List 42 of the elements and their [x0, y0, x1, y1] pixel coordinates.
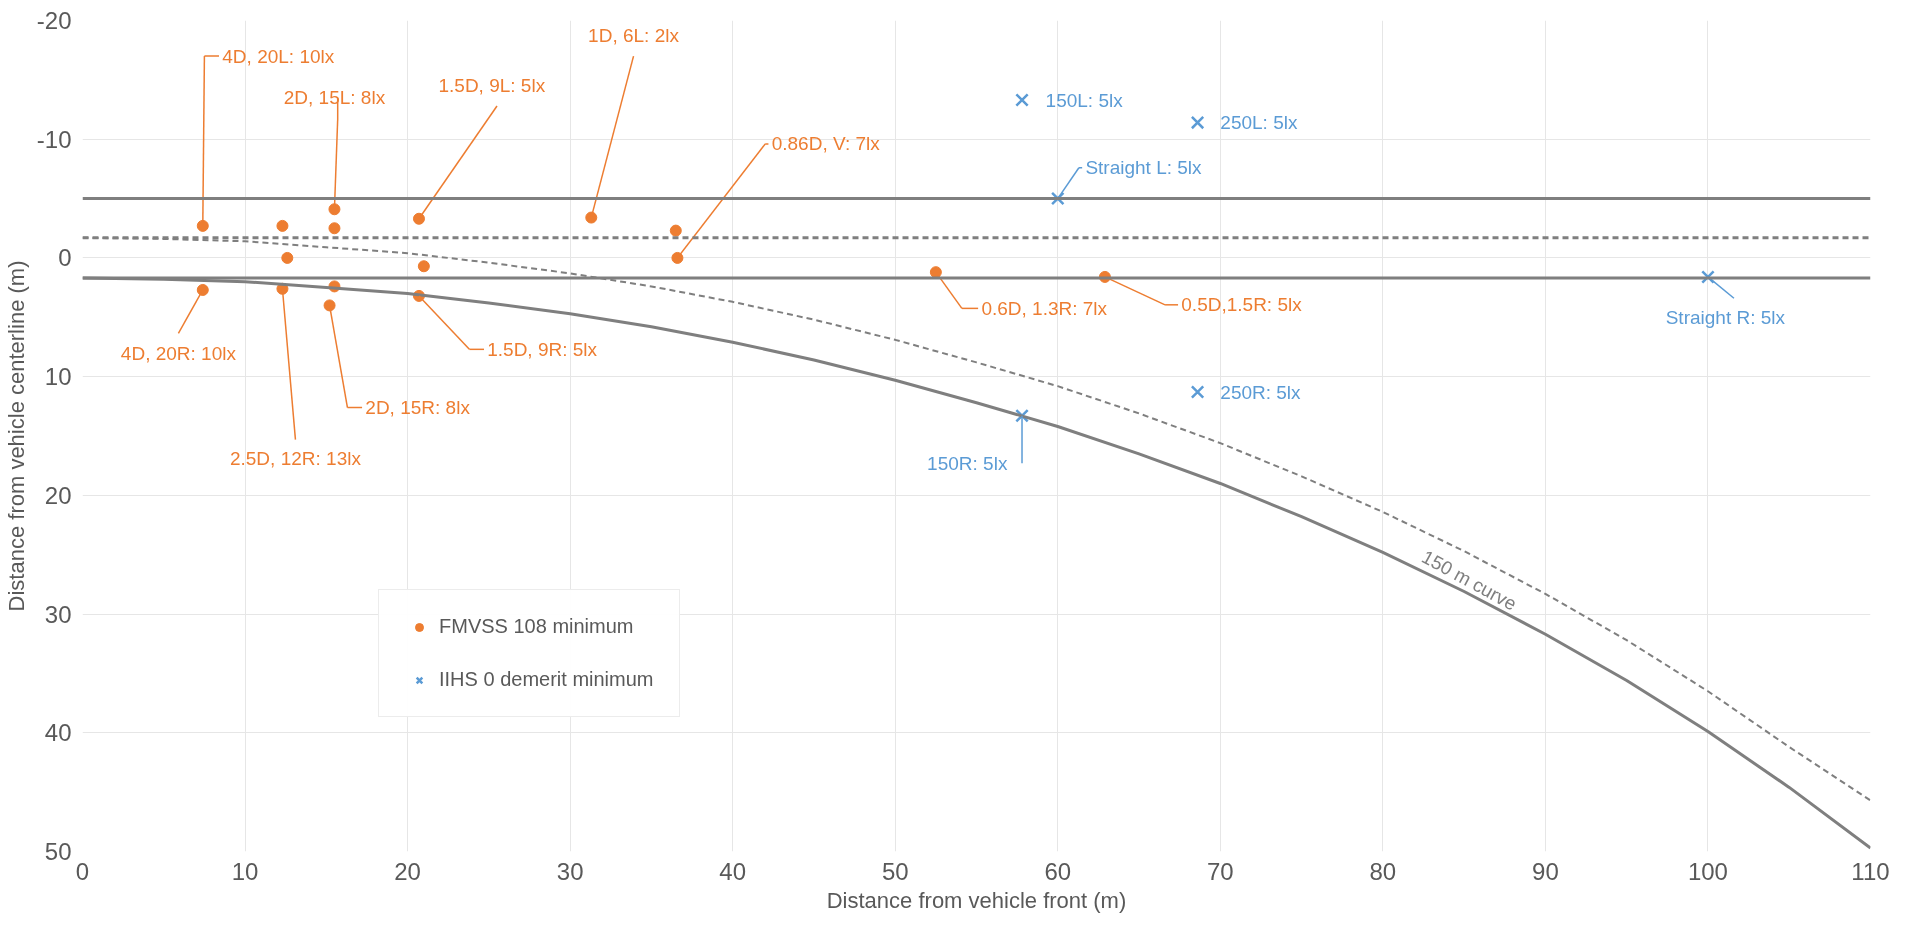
- x-tick-label: 100: [1687, 857, 1728, 885]
- annotation: 2.5D, 12R: 13lx: [229, 448, 362, 470]
- annotation: Straight R: 5lx: [1665, 306, 1786, 328]
- x-tick-label: 10: [231, 857, 259, 885]
- y-tick-label: 30: [44, 600, 72, 628]
- annotation: 1.5D, 9R: 5lx: [487, 338, 598, 360]
- annotation: 0.86D, V: 7lx: [771, 133, 881, 155]
- annotation: 4D, 20R: 10lx: [120, 342, 237, 364]
- annotation: 2D, 15L: 8lx: [283, 87, 386, 109]
- y-tick-label: 50: [44, 838, 72, 865]
- y-tick-label: 10: [44, 363, 72, 391]
- annotation: Straight L: 5lx: [1085, 157, 1203, 179]
- x-tick-label: 80: [1369, 857, 1397, 885]
- legend-label: FMVSS 108 minimum: [439, 615, 634, 638]
- y-tick-label: 40: [44, 719, 72, 747]
- annotation: 250R: 5lx: [1220, 381, 1302, 403]
- y-tick-label: 0: [58, 244, 72, 272]
- annotation: 1.5D, 9L: 5lx: [438, 75, 546, 97]
- x-tick-label: 40: [719, 857, 747, 885]
- x-tick-label: 0: [75, 857, 90, 885]
- y-tick-label: -20: [36, 7, 72, 34]
- x-tick-label: 50: [881, 857, 909, 885]
- x-tick-label: 90: [1532, 857, 1559, 885]
- y-tick-label: 20: [44, 481, 72, 509]
- annotation: 0.6D, 1.3R: 7lx: [981, 297, 1108, 319]
- annotation: 250L: 5lx: [1220, 112, 1298, 134]
- x-axis-title: Distance from vehicle front (m): [826, 887, 1127, 913]
- x-tick-label: 20: [394, 857, 421, 885]
- x-tick-label: 70: [1206, 857, 1234, 885]
- x-tick-label: 110: [1851, 857, 1890, 885]
- x-tick-label: 60: [1044, 857, 1072, 885]
- y-axis-title: Distance from vehicle centerline (m): [3, 260, 29, 612]
- annotation: 150L: 5lx: [1045, 89, 1124, 111]
- annotation: 0.5D,1.5R: 5lx: [1181, 294, 1303, 316]
- x-tick-label: 30: [556, 857, 584, 885]
- legend-label: IIHS 0 demerit minimum: [439, 668, 654, 691]
- annotation: 1D, 6L: 2lx: [588, 25, 680, 47]
- y-tick-label: -10: [36, 125, 72, 153]
- annotation: 150R: 5lx: [927, 452, 1008, 474]
- annotation: 150 m curve: [1418, 546, 1521, 615]
- annotation: 4D, 20L: 10lx: [222, 45, 335, 67]
- annotation: 2D, 15R: 8lx: [365, 397, 471, 419]
